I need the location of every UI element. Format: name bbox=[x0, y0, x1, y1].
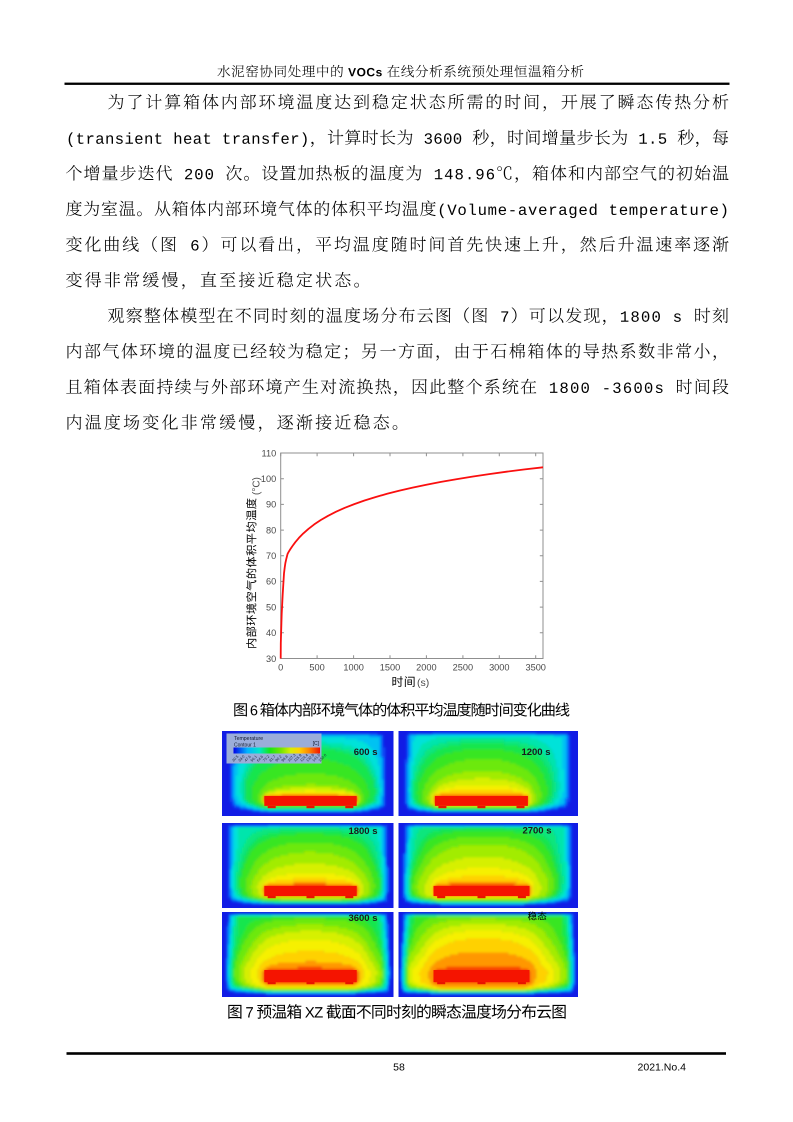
svg-text:58: 58 bbox=[393, 1062, 405, 1074]
svg-text:30.5: 30.5 bbox=[231, 755, 239, 763]
svg-text:150.0: 150.0 bbox=[318, 753, 328, 763]
svg-text:73.2: 73.2 bbox=[262, 755, 270, 763]
svg-text:1200 s: 1200 s bbox=[521, 747, 550, 758]
svg-text:(s): (s) bbox=[417, 677, 429, 689]
svg-text:39.0: 39.0 bbox=[238, 755, 246, 763]
svg-text:107.3: 107.3 bbox=[287, 753, 297, 763]
svg-text:3600 s: 3600 s bbox=[348, 913, 377, 924]
svg-text:70: 70 bbox=[266, 551, 276, 561]
svg-text:1000: 1000 bbox=[343, 663, 363, 673]
svg-text:98.8: 98.8 bbox=[281, 755, 289, 763]
svg-text:2021.No.4: 2021.No.4 bbox=[638, 1062, 687, 1074]
svg-text:80: 80 bbox=[266, 525, 276, 535]
svg-text:115.9: 115.9 bbox=[293, 753, 302, 762]
svg-text:47.6: 47.6 bbox=[244, 755, 252, 763]
svg-text:141.5: 141.5 bbox=[312, 753, 322, 763]
svg-text:90: 90 bbox=[266, 500, 276, 510]
svg-text:2700 s: 2700 s bbox=[522, 826, 551, 837]
svg-text:56.1: 56.1 bbox=[250, 755, 258, 763]
svg-text:132.9: 132.9 bbox=[305, 753, 315, 763]
svg-text:[C]: [C] bbox=[313, 741, 320, 747]
svg-text:3500: 3500 bbox=[525, 663, 545, 673]
svg-text:50: 50 bbox=[266, 602, 276, 612]
svg-text:64.6: 64.6 bbox=[256, 755, 264, 763]
svg-text:2500: 2500 bbox=[453, 663, 473, 673]
svg-text:2000: 2000 bbox=[416, 663, 436, 673]
svg-text:0: 0 bbox=[278, 663, 283, 673]
svg-text:60: 60 bbox=[266, 577, 276, 587]
svg-text:110: 110 bbox=[262, 448, 277, 458]
svg-text:600 s: 600 s bbox=[354, 747, 378, 758]
svg-text:90.2: 90.2 bbox=[275, 755, 283, 763]
svg-text:124.4: 124.4 bbox=[299, 753, 309, 763]
svg-text:100: 100 bbox=[261, 474, 276, 484]
svg-text:3000: 3000 bbox=[489, 663, 509, 673]
svg-text:30: 30 bbox=[266, 654, 276, 664]
svg-text:Contour 1: Contour 1 bbox=[234, 743, 256, 749]
svg-text:(°C): (°C) bbox=[252, 477, 263, 495]
svg-text:1800 s: 1800 s bbox=[348, 826, 377, 837]
svg-text:1500: 1500 bbox=[380, 663, 400, 673]
svg-text:Temperature: Temperature bbox=[234, 736, 263, 742]
svg-text:40: 40 bbox=[266, 628, 276, 638]
svg-text:500: 500 bbox=[309, 663, 324, 673]
svg-text:81.7: 81.7 bbox=[268, 755, 276, 763]
